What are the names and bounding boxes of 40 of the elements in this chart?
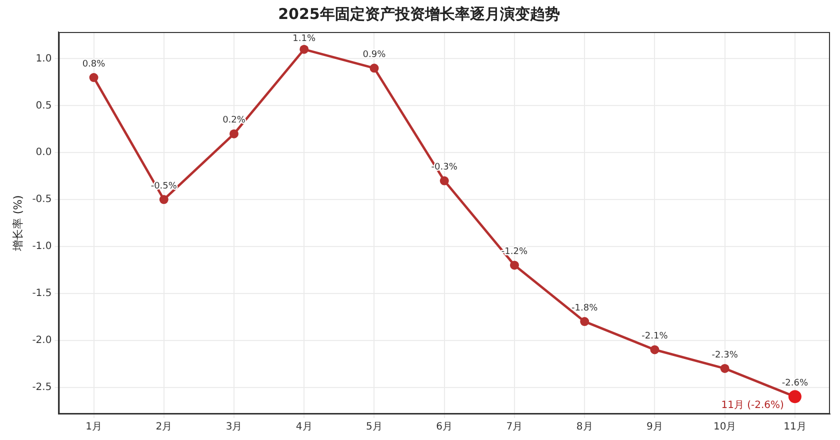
- point: [89, 73, 98, 82]
- point: [159, 195, 168, 204]
- point: [720, 364, 730, 373]
- x-tick-label: 5月: [366, 422, 382, 433]
- y-tick-label: 0.5: [36, 100, 52, 112]
- x-tick-label: 8月: [576, 422, 593, 433]
- x-tick-label: 11月: [784, 422, 806, 433]
- x-tick-label: 2月: [156, 422, 172, 433]
- point: [650, 345, 660, 354]
- x-tick-label: 7月: [506, 422, 523, 433]
- data-label: 0.2%: [222, 116, 246, 126]
- point: [580, 317, 590, 326]
- point: [230, 129, 239, 138]
- y-tick-label: -0.5: [32, 194, 52, 206]
- y-tick-label: -1.0: [32, 241, 52, 252]
- data-label: 0.8%: [82, 59, 106, 70]
- x-tick-label: 1月: [86, 422, 102, 433]
- y-tick-label: -2.0: [32, 334, 52, 346]
- y-tick-label: -2.5: [32, 382, 52, 393]
- x-tick-label: 3月: [226, 422, 242, 433]
- y-tick-label: 1.0: [36, 53, 52, 64]
- x-tick-label: 9月: [646, 422, 663, 433]
- data-label: -2.3%: [712, 350, 738, 360]
- x-tick-label: 10月: [713, 422, 736, 433]
- data-label: 0.9%: [362, 50, 386, 60]
- data-label: -1.8%: [572, 303, 598, 314]
- data-label: -2.1%: [642, 332, 668, 342]
- chart-title: 2025年固定资产投资增长率逐月演变趋势: [278, 4, 560, 23]
- point: [510, 260, 519, 270]
- point: [300, 44, 309, 54]
- point: [440, 176, 449, 186]
- y-axis-title: 增长率 (%): [11, 195, 24, 252]
- x-tick-label: 4月: [296, 422, 312, 433]
- data-label: 1.1%: [292, 34, 316, 44]
- x-tick-label: 6月: [436, 422, 453, 433]
- y-tick-label: 0.0: [36, 147, 52, 158]
- point: [370, 64, 379, 73]
- annotation: 11月 (-2.6%): [721, 400, 784, 412]
- y-tick-label: -1.5: [32, 288, 52, 299]
- data-label: -2.6%: [782, 378, 808, 388]
